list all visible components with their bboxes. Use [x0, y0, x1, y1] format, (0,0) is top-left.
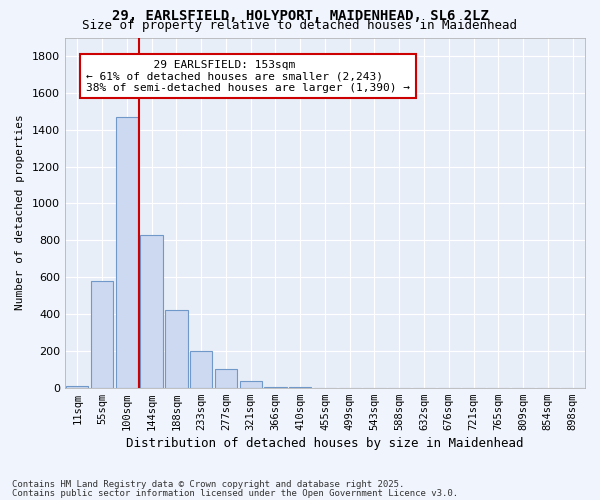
Text: 29 EARLSFIELD: 153sqm
← 61% of detached houses are smaller (2,243)
38% of semi-d: 29 EARLSFIELD: 153sqm ← 61% of detached … [86, 60, 410, 93]
Bar [66, 386, 88, 388]
Bar [239, 381, 262, 388]
Text: Contains public sector information licensed under the Open Government Licence v3: Contains public sector information licen… [12, 488, 458, 498]
Text: Contains HM Land Registry data © Crown copyright and database right 2025.: Contains HM Land Registry data © Crown c… [12, 480, 404, 489]
Bar [215, 370, 237, 388]
Bar [165, 310, 188, 388]
Bar [91, 281, 113, 388]
Bar [190, 351, 212, 388]
Text: 29, EARLSFIELD, HOLYPORT, MAIDENHEAD, SL6 2LZ: 29, EARLSFIELD, HOLYPORT, MAIDENHEAD, SL… [112, 9, 488, 23]
Bar [116, 117, 138, 388]
Y-axis label: Number of detached properties: Number of detached properties [15, 114, 25, 310]
Text: Size of property relative to detached houses in Maidenhead: Size of property relative to detached ho… [83, 19, 517, 32]
X-axis label: Distribution of detached houses by size in Maidenhead: Distribution of detached houses by size … [126, 437, 524, 450]
Bar [264, 387, 287, 388]
Bar [140, 234, 163, 388]
